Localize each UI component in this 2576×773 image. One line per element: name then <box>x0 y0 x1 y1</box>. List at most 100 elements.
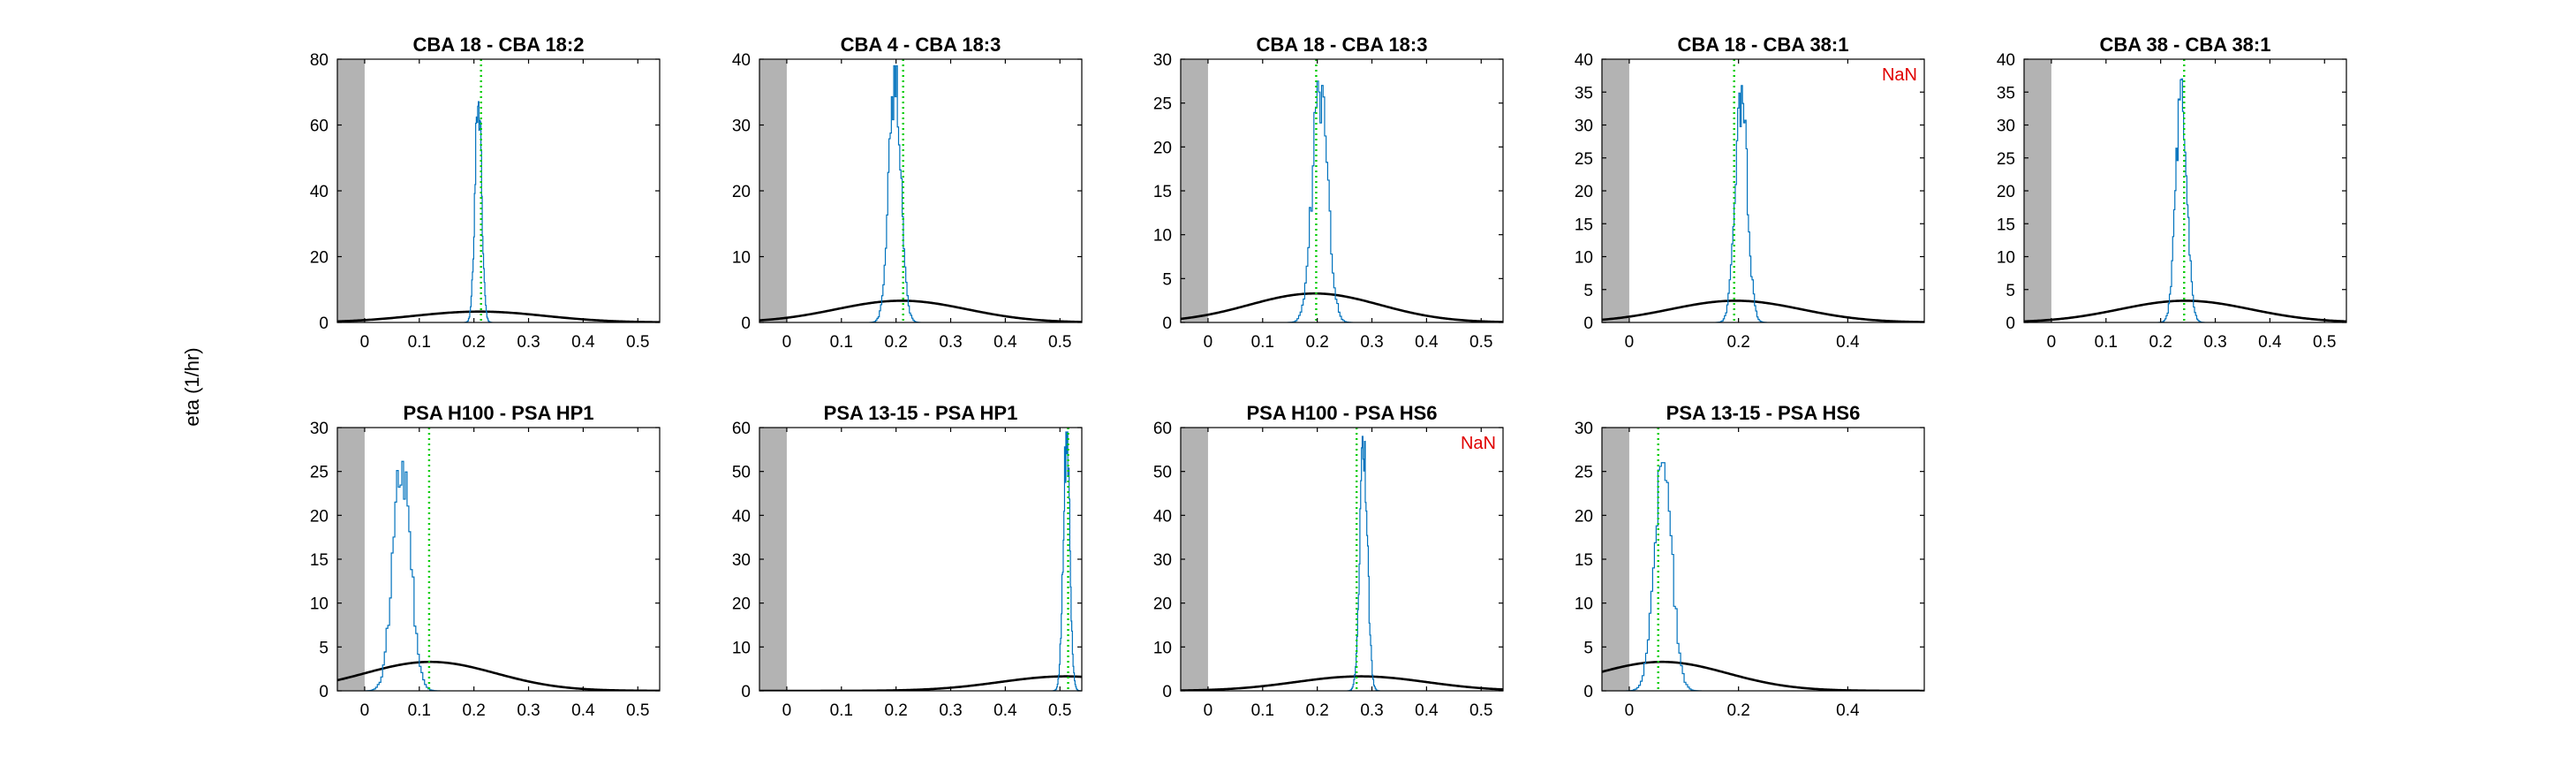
x-tick-label: 0.4 <box>1836 333 1860 352</box>
y-tick-label: 40 <box>732 51 751 70</box>
y-tick-label: 30 <box>732 117 751 136</box>
x-tick-label: 0.4 <box>1836 701 1860 720</box>
x-tick-label: 0.4 <box>2258 333 2282 352</box>
x-tick-label: 0.4 <box>1415 333 1439 352</box>
y-tick-label: 30 <box>1997 117 2015 136</box>
x-tick-label: 0 <box>2047 333 2057 352</box>
x-tick-label: 0 <box>782 701 792 720</box>
x-tick-label: 0 <box>1204 701 1213 720</box>
y-tick-label: 35 <box>1575 84 1593 102</box>
y-tick-label: 40 <box>732 507 751 526</box>
x-tick-label: 0.1 <box>1251 333 1274 352</box>
axes-frame <box>759 58 1083 323</box>
x-tick-label: 0.3 <box>1360 333 1383 352</box>
y-tick-label: 15 <box>1575 216 1593 234</box>
subplot-title: CBA 18 - CBA 38:1 <box>1678 34 1849 56</box>
x-tick-label: 0 <box>1204 333 1213 352</box>
excluded-region-shade <box>337 59 365 322</box>
x-tick-label: 0 <box>360 333 370 352</box>
excluded-region-shade <box>759 59 787 322</box>
y-tick-label: 10 <box>310 595 329 614</box>
axes-frame <box>759 427 1083 692</box>
posterior-histogram <box>1347 436 1381 691</box>
prior-curve <box>759 299 1082 322</box>
y-tick-label: 15 <box>1153 183 1172 201</box>
x-tick-label: 0.1 <box>830 701 853 720</box>
x-tick-label: 0.3 <box>517 701 540 720</box>
x-tick-label: 0.3 <box>517 333 540 352</box>
y-tick-label: 20 <box>1153 595 1172 614</box>
axes-frame <box>1180 427 1504 692</box>
posterior-histogram <box>1715 85 1767 322</box>
y-tick-label: 20 <box>732 595 751 614</box>
y-tick-label: 60 <box>1153 420 1172 438</box>
subplot: 0 0.2 0.4 0 5 10 15 20 25 30 35 40 CBA 18 - CBA 38:1… <box>1575 34 1925 352</box>
subplot-title: PSA 13-15 - PSA HP1 <box>824 402 1018 424</box>
axes-frame <box>1601 58 1925 323</box>
y-tick-label: 25 <box>1575 150 1593 169</box>
prior-curve <box>337 660 660 691</box>
subplot-title: CBA 18 - CBA 18:2 <box>413 34 585 56</box>
excluded-region-shade <box>759 428 787 691</box>
y-tick-label: 20 <box>310 249 329 268</box>
y-tick-label: 60 <box>310 117 329 136</box>
excluded-region-shade <box>1602 59 1629 322</box>
x-tick-label: 0.5 <box>626 701 649 720</box>
y-tick-label: 5 <box>319 639 329 657</box>
y-tick-label: 0 <box>1583 315 1593 333</box>
x-tick-label: 0 <box>1625 701 1635 720</box>
prior-curve <box>337 310 660 322</box>
x-tick-label: 0.1 <box>2095 333 2118 352</box>
y-tick-label: 10 <box>1997 249 2015 268</box>
nan-annotation: NaN <box>1461 434 1496 453</box>
axes-frame <box>1601 427 1925 692</box>
excluded-region-shade <box>1181 428 1208 691</box>
y-tick-label: 5 <box>1583 639 1593 657</box>
y-tick-label: 0 <box>2006 315 2015 333</box>
y-tick-label: 20 <box>1575 507 1593 526</box>
y-tick-label: 15 <box>1575 551 1593 570</box>
posterior-histogram <box>364 460 441 691</box>
y-tick-label: 0 <box>741 683 751 701</box>
y-tick-label: 10 <box>732 249 751 268</box>
x-tick-label: 0.4 <box>1415 701 1439 720</box>
subplot-title: PSA H100 - PSA HP1 <box>403 402 593 424</box>
y-tick-label: 10 <box>1153 639 1172 657</box>
x-tick-label: 0.5 <box>626 333 649 352</box>
posterior-histogram <box>1287 80 1353 322</box>
y-tick-label: 30 <box>310 420 329 438</box>
x-tick-label: 0.1 <box>830 333 853 352</box>
y-tick-label: 10 <box>1575 249 1593 268</box>
y-tick-label: 5 <box>1162 270 1172 289</box>
y-tick-label: 30 <box>1153 551 1172 570</box>
y-tick-label: 10 <box>732 639 751 657</box>
y-tick-label: 25 <box>310 464 329 482</box>
y-tick-label: 15 <box>310 551 329 570</box>
x-tick-label: 0 <box>360 701 370 720</box>
x-tick-label: 0.1 <box>408 333 431 352</box>
x-tick-label: 0.5 <box>2313 333 2336 352</box>
x-tick-label: 0.2 <box>462 333 485 352</box>
posterior-histogram <box>2157 78 2205 322</box>
y-tick-label: 60 <box>732 420 751 438</box>
subplot-title: PSA 13-15 - PSA HS6 <box>1666 402 1861 424</box>
excluded-region-shade <box>1181 59 1208 322</box>
y-tick-label: 30 <box>1575 420 1593 438</box>
x-tick-label: 0.4 <box>571 701 595 720</box>
x-tick-label: 0.2 <box>1305 333 1328 352</box>
y-tick-label: 20 <box>1575 183 1593 201</box>
x-tick-label: 0.5 <box>1048 701 1071 720</box>
subplot: 0 0.1 0.2 0.3 0.4 0.5 0 10 20 30 40 50 60 PSA H100 - … <box>1153 402 1504 720</box>
nan-annotation: NaN <box>1882 65 1917 85</box>
posterior-histogram <box>869 64 921 322</box>
x-tick-label: 0 <box>1625 333 1635 352</box>
x-tick-label: 0.3 <box>1360 701 1383 720</box>
y-tick-label: 30 <box>732 551 751 570</box>
y-tick-label: 30 <box>1575 117 1593 136</box>
x-tick-label: 0.3 <box>939 333 962 352</box>
subplot: 0 0.1 0.2 0.3 0.4 0.5 0 5 10 15 20 25 30 PSA H100 - P… <box>310 402 661 720</box>
subplot: 0 0.1 0.2 0.3 0.4 0.5 0 10 20 30 40 CBA 4 - CBA 18:… <box>732 34 1083 352</box>
axes-frame <box>1180 58 1504 323</box>
x-tick-label: 0.5 <box>1469 333 1492 352</box>
prior-curve <box>2024 299 2346 322</box>
